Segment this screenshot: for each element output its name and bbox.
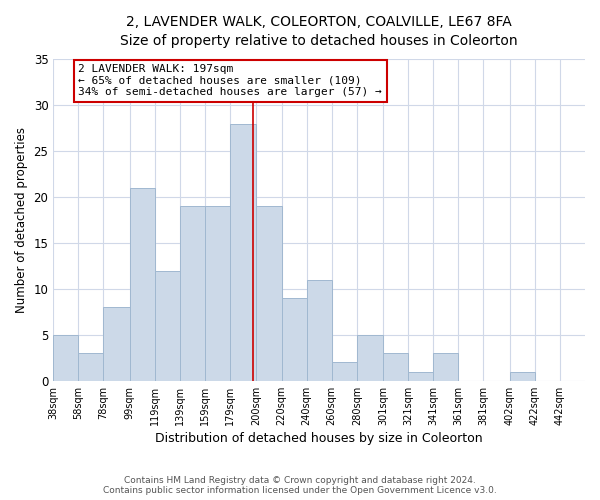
Text: Contains HM Land Registry data © Crown copyright and database right 2024.
Contai: Contains HM Land Registry data © Crown c… xyxy=(103,476,497,495)
Bar xyxy=(408,372,433,381)
Bar xyxy=(230,124,256,381)
Bar xyxy=(332,362,357,381)
Bar xyxy=(180,206,205,381)
Bar xyxy=(307,280,332,381)
Bar xyxy=(510,372,535,381)
Bar xyxy=(281,298,307,381)
Bar xyxy=(433,354,458,381)
Title: 2, LAVENDER WALK, COLEORTON, COALVILLE, LE67 8FA
Size of property relative to de: 2, LAVENDER WALK, COLEORTON, COALVILLE, … xyxy=(121,15,518,48)
Bar xyxy=(256,206,281,381)
Bar xyxy=(205,206,230,381)
Bar xyxy=(53,335,79,381)
Bar xyxy=(103,308,130,381)
Text: 2 LAVENDER WALK: 197sqm
← 65% of detached houses are smaller (109)
34% of semi-d: 2 LAVENDER WALK: 197sqm ← 65% of detache… xyxy=(79,64,382,97)
Bar xyxy=(155,270,180,381)
Bar xyxy=(79,354,103,381)
X-axis label: Distribution of detached houses by size in Coleorton: Distribution of detached houses by size … xyxy=(155,432,483,445)
Y-axis label: Number of detached properties: Number of detached properties xyxy=(15,127,28,313)
Bar xyxy=(130,188,155,381)
Bar xyxy=(383,354,408,381)
Bar xyxy=(357,335,383,381)
